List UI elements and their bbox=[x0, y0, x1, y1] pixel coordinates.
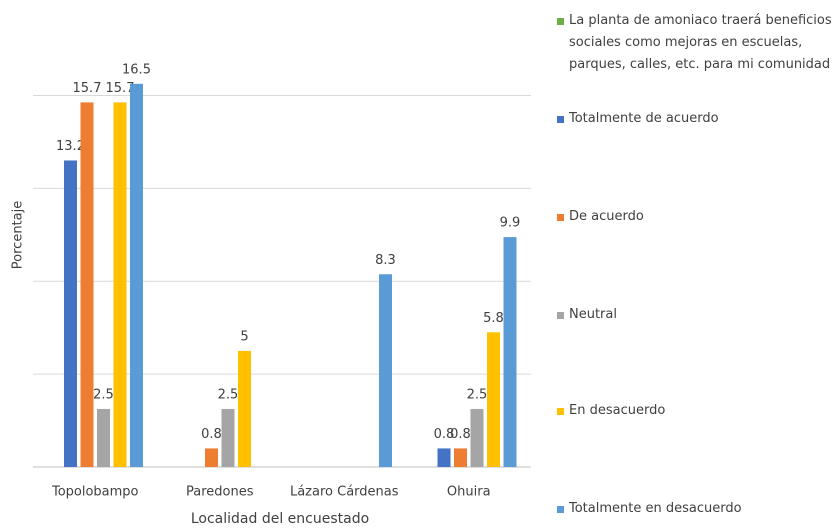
x-tick-label: Lázaro Cárdenas bbox=[290, 485, 399, 500]
legend-label: De acuerdo bbox=[569, 209, 644, 224]
bar bbox=[221, 408, 235, 467]
legend-label: Totalmente en desacuerdo bbox=[569, 501, 742, 516]
data-label: 15.7 bbox=[106, 81, 135, 96]
bar bbox=[80, 102, 94, 468]
data-label: 0.8 bbox=[434, 427, 455, 442]
data-label: 15.7 bbox=[73, 81, 102, 96]
legend-label: La planta de amoniaco traerá beneficios … bbox=[569, 13, 832, 72]
legend-swatch bbox=[557, 18, 564, 25]
bar bbox=[503, 237, 517, 467]
legend-item: Neutral bbox=[557, 304, 832, 326]
data-label: 13.2 bbox=[56, 139, 85, 154]
y-axis-title: Porcentaje bbox=[11, 201, 26, 269]
bar bbox=[64, 160, 77, 467]
x-tick-label: Topolobampo bbox=[51, 485, 139, 500]
data-label: 0.8 bbox=[450, 427, 471, 442]
bar bbox=[470, 408, 484, 467]
data-label: 9.9 bbox=[500, 216, 521, 231]
bar bbox=[205, 448, 218, 467]
legend-swatch bbox=[557, 312, 564, 319]
bar bbox=[238, 350, 251, 467]
data-label: 16.5 bbox=[122, 62, 151, 77]
legend-swatch bbox=[557, 214, 564, 221]
x-tick-label: Paredones bbox=[186, 485, 254, 500]
bar bbox=[113, 102, 127, 468]
data-label: 5.8 bbox=[483, 311, 504, 326]
legend-item: En desacuerdo bbox=[557, 400, 832, 422]
data-label: 8.3 bbox=[375, 253, 396, 268]
data-label: 0.8 bbox=[201, 427, 222, 442]
bar bbox=[379, 274, 392, 467]
legend-label: Totalmente de acuerdo bbox=[569, 111, 719, 126]
x-axis-title: Localidad del encuestado bbox=[191, 511, 369, 527]
legend-item: De acuerdo bbox=[557, 206, 832, 228]
bar bbox=[454, 448, 467, 467]
legend-label: En desacuerdo bbox=[569, 403, 666, 418]
bar bbox=[437, 448, 451, 467]
legend-swatch bbox=[557, 116, 564, 123]
legend-item: Totalmente de acuerdo bbox=[557, 108, 832, 130]
data-label: 5 bbox=[240, 329, 248, 344]
data-label: 2.5 bbox=[467, 387, 488, 402]
bar bbox=[130, 83, 143, 467]
x-tick-label: Ohuira bbox=[447, 485, 491, 500]
bar bbox=[97, 408, 110, 467]
legend-label: Neutral bbox=[569, 307, 617, 322]
legend-swatch bbox=[557, 408, 564, 415]
legend-item: Totalmente en desacuerdo bbox=[557, 498, 832, 520]
data-label: 2.5 bbox=[93, 387, 114, 402]
bar bbox=[487, 332, 500, 467]
legend-swatch bbox=[557, 506, 564, 513]
legend-item: La planta de amoniaco traerá beneficios … bbox=[557, 10, 832, 76]
data-label: 2.5 bbox=[218, 387, 239, 402]
